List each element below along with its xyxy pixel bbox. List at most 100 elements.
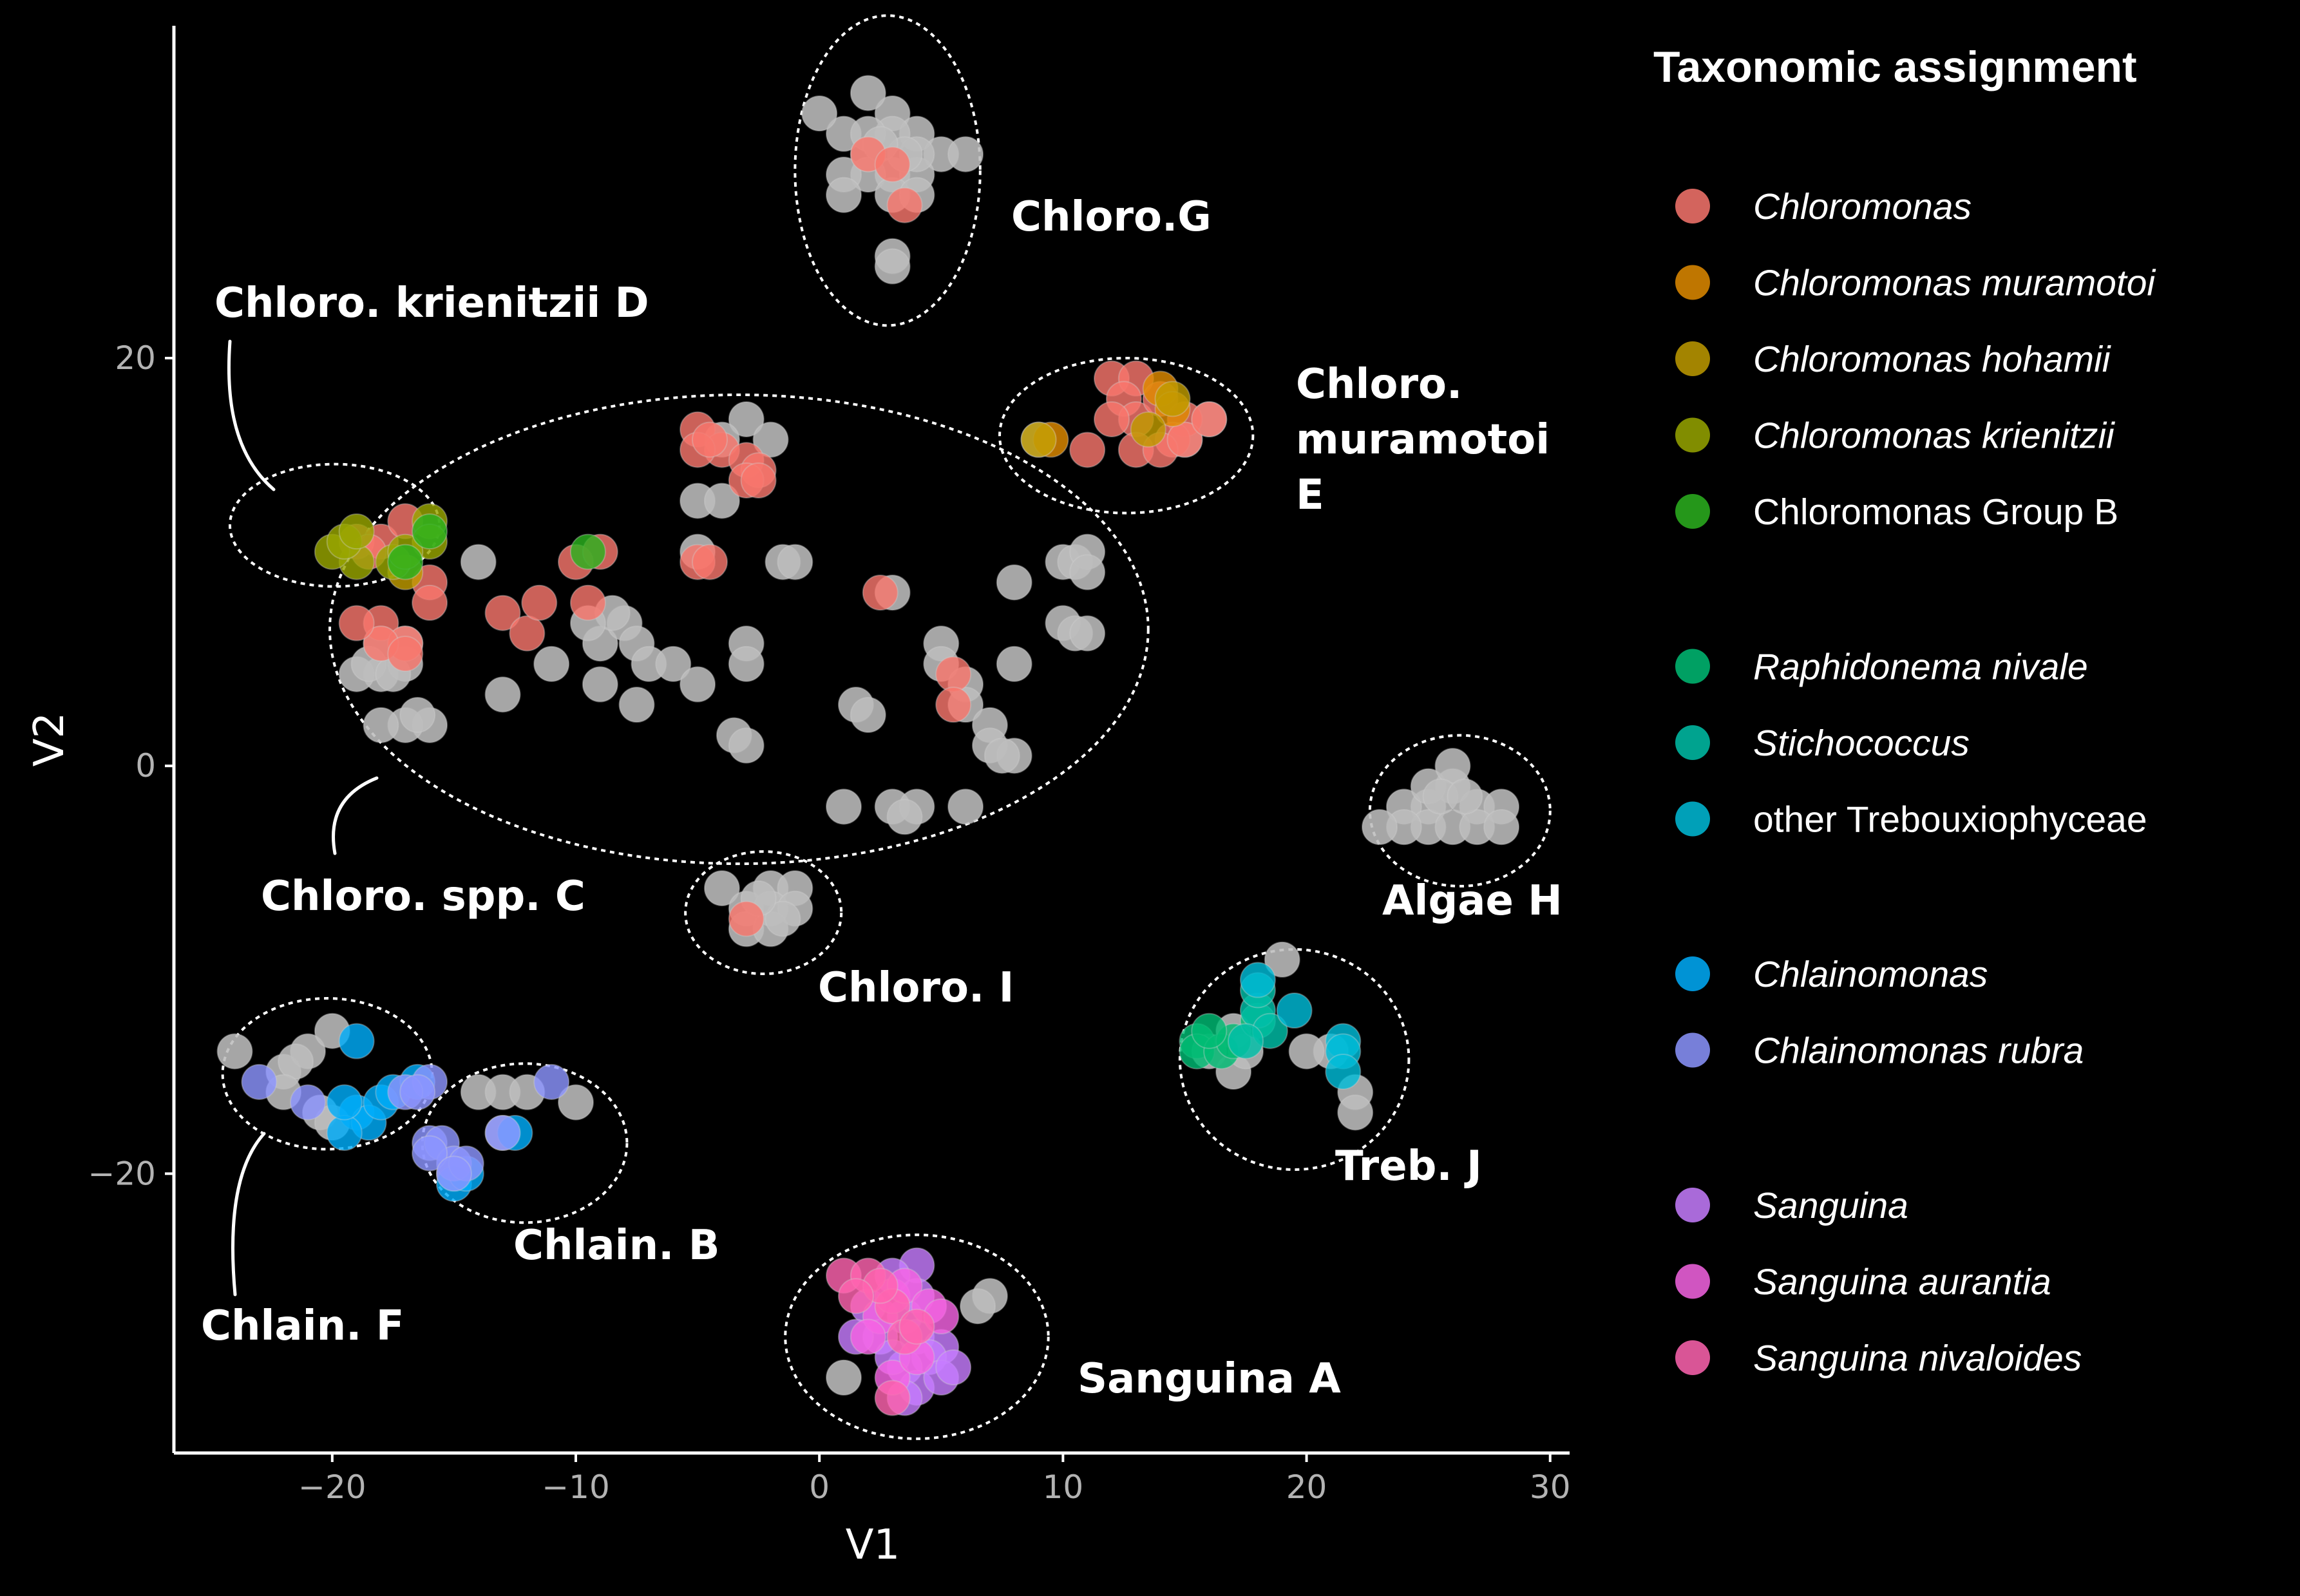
data-point: [996, 645, 1032, 682]
data-point: [484, 594, 521, 631]
cluster-label-chloro-g: Chloro.G: [1011, 193, 1212, 241]
cluster-label-line: Chloro.: [1296, 361, 1462, 408]
data-point: [387, 636, 424, 672]
data-point: [1130, 411, 1166, 448]
data-point: [435, 1155, 472, 1192]
data-point: [1191, 401, 1228, 437]
leader-line-krienitzii: [227, 339, 276, 491]
x-tick-label: 0: [809, 1468, 830, 1506]
data-point: [533, 645, 570, 682]
data-point: [984, 737, 1020, 774]
data-point: [947, 136, 984, 173]
data-point: [850, 75, 886, 111]
x-tick-label: −10: [542, 1468, 610, 1506]
data-point: [886, 799, 923, 835]
legend-key: [1675, 1032, 1710, 1068]
legend-key: [1675, 1340, 1710, 1375]
cluster-label-chloro-i: Chloro. I: [818, 964, 1014, 1012]
data-point: [558, 1084, 594, 1121]
data-point: [740, 462, 777, 499]
data-point: [1166, 421, 1203, 458]
data-point: [703, 482, 740, 519]
data-point: [399, 697, 436, 734]
legend-key: [1675, 265, 1710, 300]
legend-key: [1675, 649, 1710, 684]
legend-label: Chloromonas: [1753, 186, 1972, 227]
cluster-ellipse-chloro-g: [794, 14, 982, 327]
data-point: [326, 1084, 363, 1121]
legend-key: [1675, 801, 1710, 837]
data-point: [1264, 941, 1300, 978]
legend-key: [1675, 1188, 1710, 1222]
data-point: [338, 1023, 375, 1059]
data-point: [728, 401, 765, 437]
data-point: [947, 788, 984, 825]
data-point: [874, 248, 911, 285]
data-point: [216, 1033, 253, 1070]
legend-label: Chloromonas Group B: [1753, 491, 2118, 533]
data-point: [960, 1288, 996, 1325]
legend-label: Sanguina: [1753, 1185, 1908, 1226]
cluster-ellipse-chloro-spp-c: [328, 393, 1150, 866]
data-point: [326, 1114, 363, 1151]
data-point: [826, 1359, 862, 1396]
data-point: [777, 544, 813, 580]
legend-label: Sanguina aurantia: [1753, 1262, 2051, 1303]
data-point: [1276, 993, 1313, 1029]
data-point: [509, 615, 546, 652]
data-point: [655, 645, 692, 682]
data-point: [290, 1084, 327, 1121]
y-tick-label: 20: [115, 339, 156, 377]
data-point: [850, 1318, 886, 1355]
data-point: [874, 146, 911, 183]
legend-key: [1675, 956, 1710, 991]
data-point: [996, 564, 1032, 601]
data-point: [935, 687, 972, 723]
cluster-label-sanguina-a: Sanguina A: [1078, 1355, 1341, 1403]
cluster-ellipse-algae-h: [1368, 734, 1552, 888]
data-point: [569, 584, 606, 621]
data-point: [1447, 778, 1483, 815]
data-point: [484, 1114, 521, 1151]
data-point: [618, 687, 655, 723]
leader-line-chlain-f: [231, 1132, 266, 1297]
data-point: [363, 707, 399, 743]
x-tick-label: −20: [298, 1468, 366, 1506]
legend-label: Stichococcus: [1753, 723, 1970, 764]
cluster-ellipse-chlain-b: [421, 1062, 629, 1224]
x-tick-label: 20: [1286, 1468, 1327, 1506]
cluster-ellipse-chloro-muramotoi-e: [998, 357, 1255, 515]
data-point: [886, 187, 923, 223]
legend-key: [1675, 494, 1710, 529]
data-point: [850, 697, 886, 734]
cluster-label-line: E: [1296, 471, 1324, 519]
legend-key: [1675, 725, 1710, 760]
data-point: [533, 1063, 570, 1100]
data-point: [1069, 432, 1106, 468]
legend-label: Raphidonema nivale: [1753, 647, 2088, 688]
data-point: [728, 645, 765, 682]
legend-key: [1675, 341, 1710, 376]
data-point: [680, 666, 716, 703]
legend-label: Chlainomonas rubra: [1753, 1031, 2084, 1072]
data-point: [752, 421, 789, 458]
cluster-ellipse-sanguina-a: [784, 1233, 1050, 1440]
data-point: [703, 870, 740, 907]
data-point: [826, 788, 862, 825]
data-points: [216, 75, 1520, 1416]
x-ticks: −20 −10 0 10 20 30: [298, 1453, 1571, 1506]
data-point: [460, 544, 497, 580]
data-point: [1020, 421, 1057, 458]
data-point: [1362, 809, 1398, 846]
data-point: [1288, 1033, 1325, 1070]
cluster-label-chlain-f: Chlain. F: [201, 1302, 404, 1350]
data-point: [582, 666, 618, 703]
y-ticks: −20 0 20: [88, 339, 174, 1192]
data-point: [338, 513, 375, 550]
legend-label: other Trebouxiophyceae: [1753, 799, 2147, 841]
data-point: [412, 584, 448, 621]
data-point: [1191, 1012, 1228, 1049]
legend-key: [1675, 1264, 1710, 1299]
data-point: [387, 544, 424, 580]
